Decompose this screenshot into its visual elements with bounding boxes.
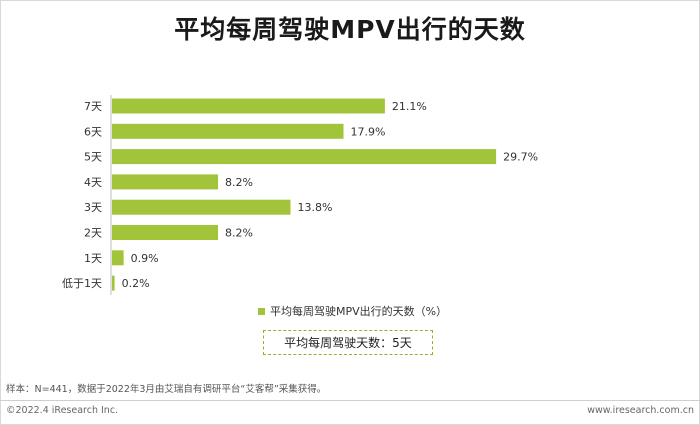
legend-label: 平均每周驾驶MPV出行的天数（%） [270,305,448,318]
copyright: ©2022.4 iResearch Inc. [6,405,119,416]
category-label: 6天 [84,125,102,138]
bar [112,199,291,215]
value-label: 0.2% [122,277,150,290]
bar [112,98,385,114]
category-label: 1天 [84,252,102,265]
legend-swatch [258,307,265,315]
value-label: 21.1% [392,100,427,113]
value-label: 17.9% [351,125,386,138]
category-label: 3天 [84,201,102,214]
bar [112,225,219,240]
bar [112,250,124,266]
bar [112,174,219,190]
chart-title: 平均每周驾驶MPV出行的天数 [174,15,526,44]
legend: 平均每周驾驶MPV出行的天数（%） [258,303,447,319]
value-label: 29.7% [503,151,538,164]
category-label: 7天 [84,100,102,113]
category-label: 低于1天 [62,277,102,290]
footer-divider [0,400,700,401]
category-label: 5天 [84,151,102,164]
bar [112,149,497,165]
value-label: 13.8% [297,201,332,214]
summary-box: 平均每周驾驶天数：5天 [263,330,433,355]
value-label: 0.9% [131,252,159,265]
bar-chart: 7天 21.1% 6天 17.9% 5天 29.7% 4天 8.2% 3天 13.8% 2天 8.2%… [62,95,538,295]
bar [112,275,115,291]
bar [112,123,344,139]
category-label: 2天 [84,227,102,240]
value-label: 8.2% [225,176,253,189]
source-note: 样本：N=441，数据于2022年3月由艾瑞自有调研平台“艾客帮”采集获得。 [6,384,327,395]
website: www.iresearch.com.cn [587,405,694,416]
value-label: 8.2% [225,227,253,240]
category-label: 4天 [84,176,102,189]
